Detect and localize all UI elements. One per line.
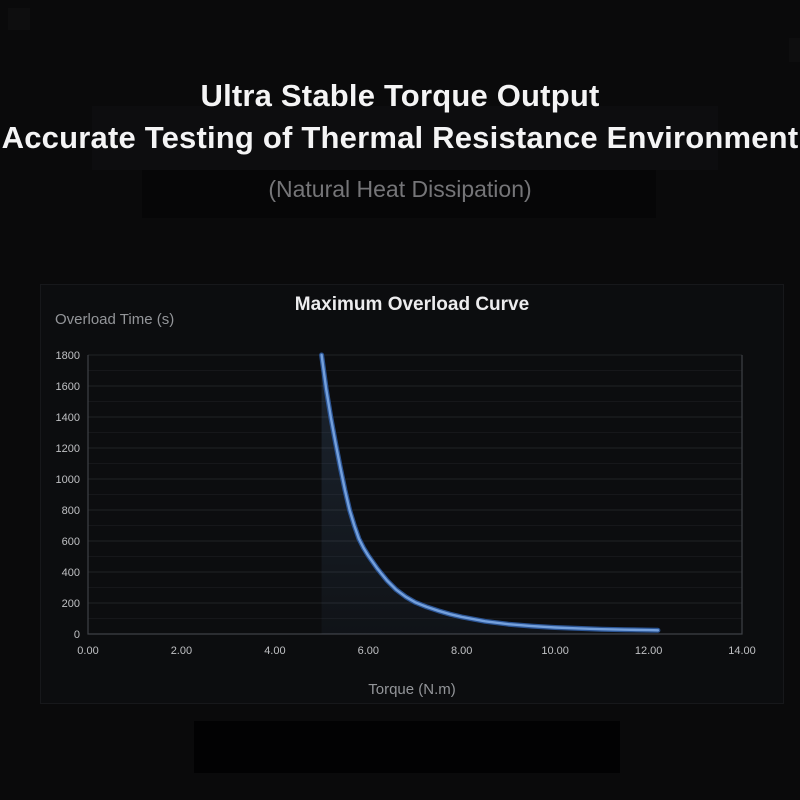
x-axis-label: Torque (N.m): [368, 681, 456, 698]
overload-curve-plot: 0 200 400 600 800 1000 1200 1400 1600 1800 0.00 2.0…: [56, 350, 756, 657]
y-tick-label: 400: [62, 567, 80, 579]
y-tick-label: 800: [62, 505, 80, 517]
x-tick-label: 12.00: [635, 645, 663, 657]
backdrop-sliver: [789, 38, 800, 62]
x-tick-label: 6.00: [358, 645, 379, 657]
x-tick-label: 8.00: [451, 645, 472, 657]
y-tick-label: 1000: [56, 474, 80, 486]
subtitle: (Natural Heat Dissipation): [268, 176, 532, 202]
x-tick-label: 10.00: [541, 645, 569, 657]
backdrop-subtitle-band: [142, 170, 656, 218]
headline-line2: Accurate Testing of Thermal Resistance E…: [1, 120, 799, 155]
headline-line1: Ultra Stable Torque Output: [200, 78, 600, 113]
backdrop-headline-band: [92, 106, 718, 170]
y-tick-label: 1400: [56, 412, 80, 424]
y-axis-label: Overload Time (s): [55, 311, 175, 328]
chart-panel: 0 200 400 600 800 1000 1200 1400 1600 1800 0.00 2.0…: [40, 284, 784, 704]
y-tick-label: 1600: [56, 381, 80, 393]
y-tick-label: 200: [62, 598, 80, 610]
x-tick-label: 14.00: [728, 645, 756, 657]
y-tick-label: 600: [62, 536, 80, 548]
backdrop-bottom-bar: [194, 721, 620, 773]
y-tick-label: 1200: [56, 443, 80, 455]
backdrop-square: [8, 8, 30, 30]
x-tick-label: 0.00: [77, 645, 98, 657]
x-tick-label: 4.00: [264, 645, 285, 657]
x-tick-label: 2.00: [171, 645, 192, 657]
y-tick-label: 1800: [56, 350, 80, 362]
y-tick-label: 0: [74, 629, 80, 641]
chart-title: Maximum Overload Curve: [294, 294, 530, 315]
